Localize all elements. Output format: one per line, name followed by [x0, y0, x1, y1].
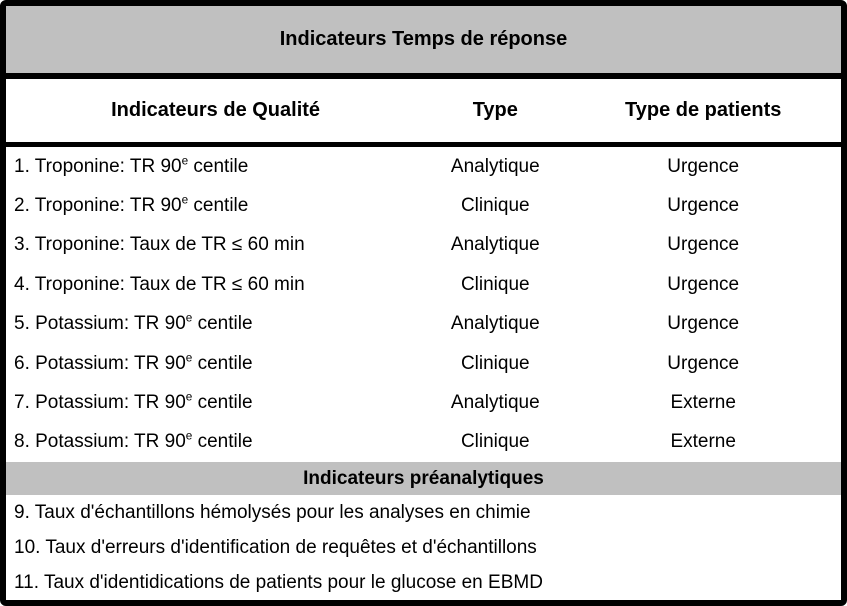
cell-patients: Urgence [667, 195, 740, 217]
cell-indicator: 6. Potassium: TR 90e centile [6, 351, 425, 375]
cell-indicator: 5. Potassium: TR 90e centile [6, 311, 425, 335]
cell-patients: Externe [670, 431, 736, 453]
table-row: 8. Potassium: TR 90e centile Clinique Ex… [6, 422, 841, 462]
column-header-indicator: Indicateurs de Qualité [111, 99, 321, 121]
cell-type: Analytique [450, 234, 540, 256]
table-row: 3. Troponine: Taux de TR ≤ 60 min Analyt… [6, 225, 841, 266]
column-header-row: Indicateurs de Qualité Type Type de pati… [6, 79, 841, 147]
table-row: 2. Troponine: TR 90e centile Clinique Ur… [6, 186, 841, 226]
indicator-text: 4. Troponine: Taux de TR ≤ 60 min [14, 273, 305, 295]
cell-type: Analytique [450, 391, 540, 413]
cell-type: Clinique [460, 352, 530, 374]
cell-indicator: 8. Potassium: TR 90e centile [6, 431, 425, 453]
cell-patients: Urgence [667, 155, 740, 177]
table-title: Indicateurs Temps de réponse [279, 28, 568, 50]
cell-type: Clinique [460, 273, 530, 295]
superscript-e: e [185, 311, 193, 325]
table-row-full-width: 11. Taux d'identidications de patients p… [6, 565, 841, 600]
indicator-text-suffix: centile [192, 431, 253, 453]
indicator-text-suffix: centile [188, 195, 249, 217]
table-row: 6. Potassium: TR 90e centile Clinique Ur… [6, 343, 841, 384]
cell-patients: Urgence [667, 234, 740, 256]
cell-indicator: 4. Troponine: Taux de TR ≤ 60 min [6, 274, 425, 296]
cell-indicator: 1. Troponine: TR 90e centile [6, 154, 425, 178]
cell-type: Clinique [460, 195, 530, 217]
column-header-patients: Type de patients [625, 99, 782, 121]
indicator-text-suffix: centile [192, 391, 253, 413]
data-rows-section: 1. Troponine: TR 90e centile Analytique … [6, 147, 841, 462]
indicator-text: 8. Potassium: TR 90 [14, 431, 186, 453]
table-row: 1. Troponine: TR 90e centile Analytique … [6, 147, 841, 187]
cell-patients: Urgence [667, 273, 740, 295]
cell-type: Clinique [460, 431, 530, 453]
table-row-full-width: 9. Taux d'échantillons hémolysés pour le… [6, 495, 841, 530]
table-row: 5. Potassium: TR 90e centile Analytique … [6, 304, 841, 344]
superscript-e: e [181, 154, 189, 168]
indicator-text: 6. Potassium: TR 90 [14, 352, 186, 374]
section-header-preanalytiques: Indicateurs préanalytiques [6, 462, 841, 495]
table-row: 7. Potassium: TR 90e centile Analytique … [6, 383, 841, 423]
indicator-text: 1. Troponine: TR 90 [14, 155, 182, 177]
cell-patients: Urgence [667, 352, 740, 374]
indicator-text: 7. Potassium: TR 90 [14, 391, 186, 413]
cell-patients: Externe [670, 391, 736, 413]
cell-indicator: 2. Troponine: TR 90e centile [6, 193, 425, 217]
superscript-e: e [185, 351, 193, 365]
indicator-text: 3. Troponine: Taux de TR ≤ 60 min [14, 234, 305, 256]
table-row: 4. Troponine: Taux de TR ≤ 60 min Cliniq… [6, 265, 841, 305]
table-title-band: Indicateurs Temps de réponse [6, 6, 841, 79]
cell-patients: Urgence [667, 313, 740, 335]
indicator-text-suffix: centile [192, 352, 253, 374]
indicator-text-suffix: centile [188, 155, 249, 177]
superscript-e: e [181, 193, 189, 207]
column-header-type: Type [472, 99, 518, 121]
table-row-full-width: 10. Taux d'erreurs d'identification de r… [6, 530, 841, 565]
indicator-text-suffix: centile [192, 313, 253, 335]
section-title: Indicateurs préanalytiques [303, 467, 544, 489]
cell-type: Analytique [450, 313, 540, 335]
cell-type: Analytique [450, 155, 540, 177]
cell-indicator: 7. Potassium: TR 90e centile [6, 390, 425, 414]
indicator-text: 5. Potassium: TR 90 [14, 313, 186, 335]
superscript-e: e [185, 390, 193, 404]
cell-indicator: 3. Troponine: Taux de TR ≤ 60 min [6, 234, 425, 256]
superscript-e: e [185, 429, 193, 443]
indicator-text: 2. Troponine: TR 90 [14, 195, 182, 217]
